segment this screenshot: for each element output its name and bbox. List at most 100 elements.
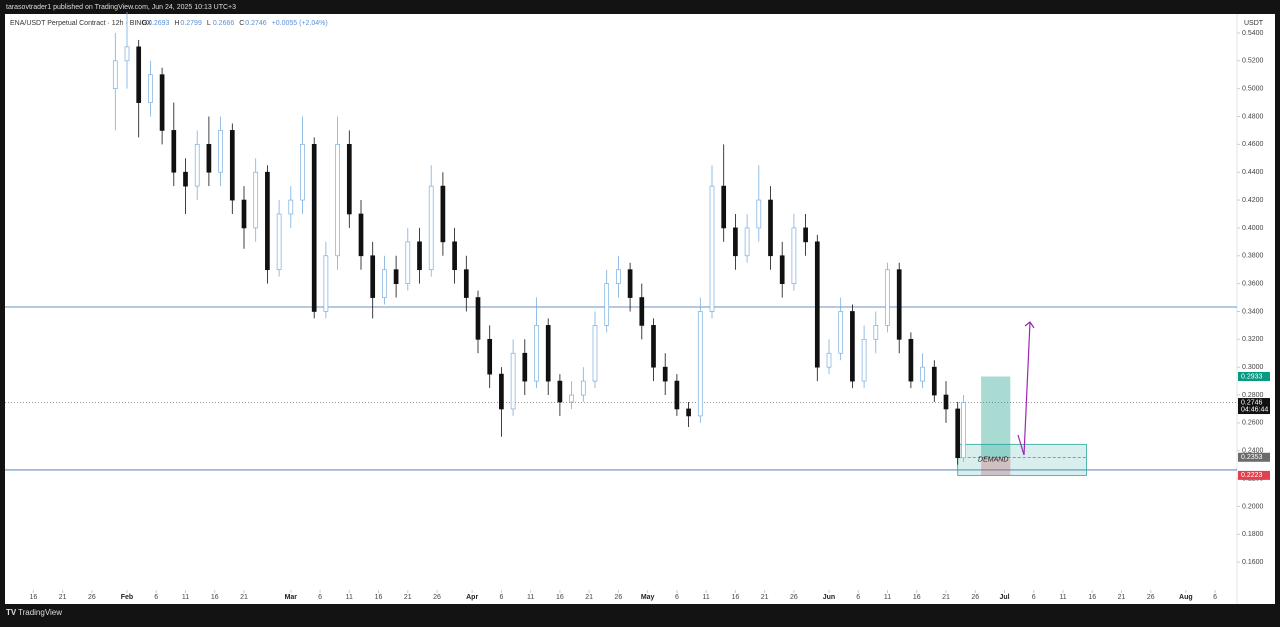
x-tick-label: 11 xyxy=(1059,594,1066,601)
y-tick-label: 0.2600 xyxy=(1242,420,1264,427)
x-tick-label: 11 xyxy=(703,594,710,601)
y-tick-label: 0.4000 xyxy=(1242,225,1264,232)
stop-zone xyxy=(981,457,1011,476)
candle-body xyxy=(171,130,177,173)
brand: TradingView xyxy=(18,608,62,617)
price-label-text: 0.2353 xyxy=(1241,454,1263,461)
candle-body xyxy=(686,408,691,417)
target-zone xyxy=(981,376,1011,458)
y-tick-label: 0.5400 xyxy=(1242,30,1264,37)
candle-body xyxy=(814,241,820,368)
x-tick-label: 16 xyxy=(556,594,564,601)
candle-body xyxy=(674,380,680,410)
candle-body xyxy=(265,171,270,271)
x-tick-label: 11 xyxy=(346,594,353,601)
y-tick-label: 0.5000 xyxy=(1242,85,1264,92)
x-tick-label: 21 xyxy=(404,594,412,601)
candle-body xyxy=(346,144,352,215)
legend-key: H xyxy=(174,20,179,27)
x-tick-label: 21 xyxy=(585,594,593,601)
x-tick-label: 16 xyxy=(211,594,219,601)
brand-logo: TV xyxy=(6,608,17,617)
candle-body xyxy=(112,60,118,89)
y-tick-label: 0.1800 xyxy=(1242,531,1264,538)
ohlc-legend: O 0.2693 H 0.2799 L 0.2666 C 0.2746 +0.0055 (+2.… xyxy=(142,20,328,27)
x-tick-label: May xyxy=(641,594,655,601)
candle-body xyxy=(159,74,165,131)
price-label-sub: 04:46:44 xyxy=(1241,406,1268,413)
candle-body xyxy=(311,144,317,312)
y-tick-label: 0.1600 xyxy=(1242,559,1264,566)
candle-body xyxy=(522,352,528,382)
candle-body xyxy=(651,325,656,368)
x-tick-label: 26 xyxy=(615,594,623,601)
x-tick-label: Apr xyxy=(466,594,478,601)
candle-body xyxy=(428,185,434,271)
candle-body xyxy=(487,338,493,375)
x-tick-label: 21 xyxy=(942,594,950,601)
candle-body xyxy=(241,199,247,229)
candle-body xyxy=(382,269,387,298)
candle-body xyxy=(276,213,282,271)
y-tick-label: 0.3200 xyxy=(1242,336,1264,343)
candle-body xyxy=(300,144,305,201)
candle-body xyxy=(639,297,645,326)
x-tick-label: 11 xyxy=(527,594,534,601)
legend-value: 0.2693 xyxy=(148,20,170,27)
x-tick-label: 26 xyxy=(88,594,96,601)
x-tick-label: 26 xyxy=(790,594,798,601)
x-tick-label: 6 xyxy=(675,594,679,601)
y-tick-label: 0.2400 xyxy=(1242,448,1264,455)
candle-body xyxy=(733,227,738,257)
candle-body xyxy=(791,227,797,284)
candle-body xyxy=(148,74,153,103)
candle-body xyxy=(218,130,223,173)
candle-body xyxy=(463,269,469,298)
candle-body xyxy=(253,171,259,229)
candle-body xyxy=(920,366,925,382)
candle-body xyxy=(838,311,844,354)
x-tick-label: 6 xyxy=(499,594,503,601)
candle-body xyxy=(417,241,422,271)
candle-body xyxy=(183,171,188,187)
candle-body xyxy=(580,380,586,396)
candle-body xyxy=(405,241,411,284)
candle-body xyxy=(697,311,703,417)
x-tick-label: 26 xyxy=(1147,594,1155,601)
x-tick-label: 21 xyxy=(59,594,67,601)
candle-body xyxy=(908,338,914,382)
candle-body xyxy=(393,269,399,284)
arrow-head xyxy=(1024,321,1035,329)
y-tick-label: 0.4600 xyxy=(1242,141,1264,148)
candle-body xyxy=(779,255,785,284)
candle-body xyxy=(709,185,715,312)
x-tick-label: 16 xyxy=(913,594,921,601)
price-label-text: 0.2223 xyxy=(1241,472,1263,479)
y-tick-label: 0.3600 xyxy=(1242,280,1264,287)
price-label-text: 0.2746 xyxy=(1241,399,1263,406)
x-tick-label: 11 xyxy=(182,594,189,601)
x-tick-label: 6 xyxy=(1032,594,1036,601)
x-tick-label: Jun xyxy=(823,594,835,601)
publisher: tarasovtrader1 published on TradingView.… xyxy=(6,4,236,11)
candle-body xyxy=(662,366,668,382)
candle-body xyxy=(961,402,966,459)
candle-body xyxy=(896,269,902,340)
candle-body xyxy=(861,338,867,382)
y-tick-label: 0.5200 xyxy=(1242,58,1264,65)
candle-body xyxy=(616,269,621,284)
candle-body xyxy=(510,352,516,410)
y-tick-label: 0.3400 xyxy=(1242,308,1264,315)
candle-body xyxy=(744,227,750,257)
candle-body xyxy=(873,325,879,340)
candle-body xyxy=(943,394,949,410)
candle-body xyxy=(370,255,376,298)
candle-body xyxy=(124,46,130,62)
y-tick-label: 0.2800 xyxy=(1242,392,1264,399)
candle-body xyxy=(499,373,504,410)
candle-body xyxy=(885,269,890,326)
candle-body xyxy=(452,241,457,271)
zone-label: DEMAND xyxy=(978,457,1008,464)
candle-body xyxy=(335,144,340,257)
